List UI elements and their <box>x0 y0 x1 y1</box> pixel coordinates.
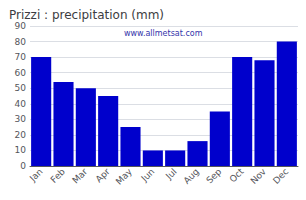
svg-text:Sep: Sep <box>204 166 223 185</box>
svg-text:Jul: Jul <box>163 166 178 181</box>
svg-text:Feb: Feb <box>49 166 68 185</box>
svg-text:60: 60 <box>15 68 27 78</box>
svg-text:40: 40 <box>15 99 27 109</box>
svg-text:50: 50 <box>15 83 27 93</box>
svg-text:Jun: Jun <box>139 166 157 184</box>
svg-text:Mar: Mar <box>70 166 89 185</box>
svg-text:Jan: Jan <box>27 166 45 184</box>
svg-text:May: May <box>114 166 135 187</box>
svg-text:Prizzi : precipitation (mm): Prizzi : precipitation (mm) <box>9 8 164 22</box>
svg-text:70: 70 <box>15 52 27 62</box>
svg-text:Aug: Aug <box>182 166 201 185</box>
svg-text:Nov: Nov <box>249 166 269 186</box>
svg-text:90: 90 <box>15 21 27 31</box>
svg-text:0: 0 <box>20 161 26 171</box>
svg-text:www.allmetsat.com: www.allmetsat.com <box>124 29 203 38</box>
svg-text:Oct: Oct <box>228 166 246 184</box>
svg-text:Apr: Apr <box>94 166 112 184</box>
svg-text:80: 80 <box>15 37 27 47</box>
svg-text:20: 20 <box>15 130 27 140</box>
svg-text:Dec: Dec <box>271 166 290 185</box>
svg-text:10: 10 <box>15 145 27 155</box>
svg-text:30: 30 <box>15 114 27 124</box>
